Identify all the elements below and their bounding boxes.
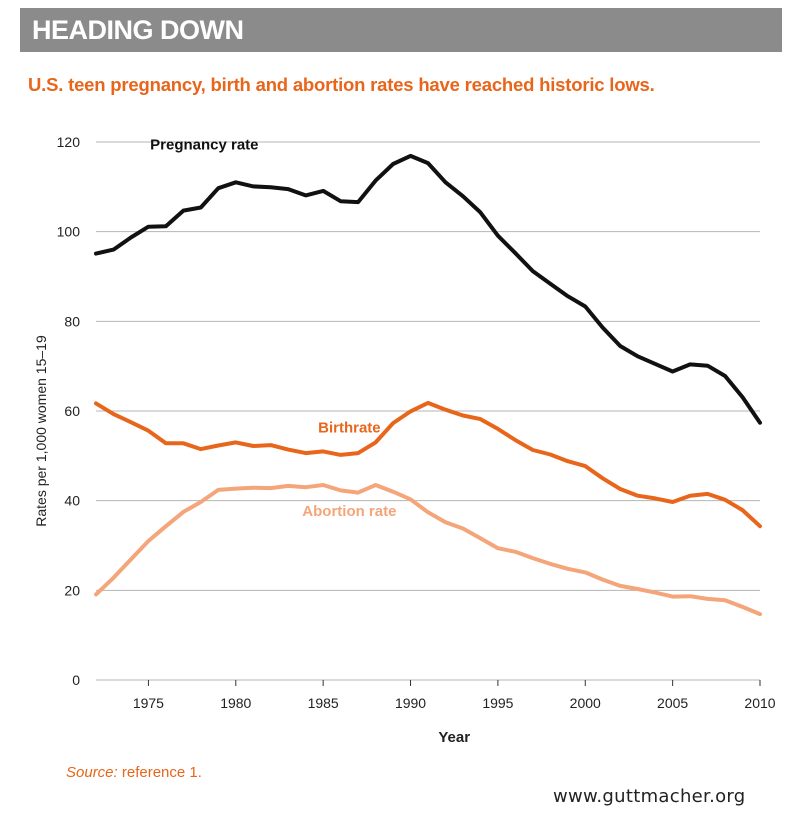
x-tick-label: 1985 xyxy=(308,695,339,711)
y-tick-label: 0 xyxy=(72,672,80,688)
x-tick-label: 1975 xyxy=(133,695,164,711)
y-tick-label: 60 xyxy=(64,403,80,419)
x-tick-label: 2010 xyxy=(744,695,775,711)
chart-subtitle: U.S. teen pregnancy, birth and abortion … xyxy=(28,74,655,95)
x-axis-title: Year xyxy=(438,729,470,746)
x-tick-label: 2000 xyxy=(570,695,601,711)
source-note: Source: reference 1. xyxy=(66,764,202,781)
series-line-pregnancy-rate xyxy=(94,153,762,425)
series-line-abortion-rate xyxy=(94,483,762,617)
y-tick-label: 40 xyxy=(64,493,80,509)
y-tick-label: 120 xyxy=(57,134,81,150)
series-label: Birthrate xyxy=(318,420,381,437)
series-label: Pregnancy rate xyxy=(150,137,258,154)
y-tick-label: 80 xyxy=(64,313,80,329)
x-tick-label: 2005 xyxy=(657,695,688,711)
x-tick-label: 1990 xyxy=(395,695,426,711)
x-tick-label: 1995 xyxy=(482,695,513,711)
y-tick-label: 100 xyxy=(57,224,81,240)
banner: HEADING DOWN xyxy=(20,8,782,52)
series-line-birthrate xyxy=(94,400,762,529)
y-tick-label: 20 xyxy=(64,582,80,598)
banner-title: HEADING DOWN xyxy=(32,15,244,45)
source-text: reference 1. xyxy=(117,764,202,781)
source-label: Source: xyxy=(66,764,118,781)
y-axis-title: Rates per 1,000 women 15–19 xyxy=(33,335,49,527)
website-url: www.guttmacher.org xyxy=(553,786,746,807)
series-label: Abortion rate xyxy=(302,503,396,520)
x-tick-label: 1980 xyxy=(220,695,251,711)
